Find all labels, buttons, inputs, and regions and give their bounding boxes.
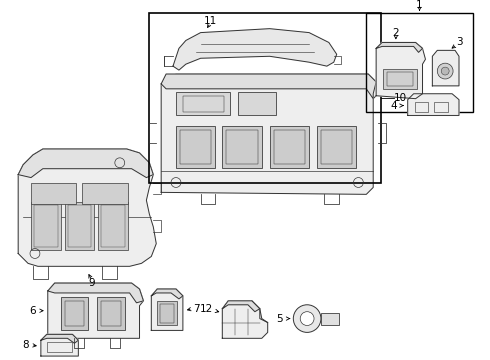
Text: 2: 2 — [392, 28, 399, 37]
Bar — [98, 202, 128, 249]
Polygon shape — [161, 74, 378, 194]
Bar — [176, 92, 230, 116]
Bar — [160, 304, 174, 323]
Text: 8: 8 — [22, 340, 28, 350]
Bar — [176, 126, 216, 168]
Text: 1: 1 — [416, 0, 423, 10]
Polygon shape — [151, 289, 183, 330]
Bar — [34, 205, 58, 247]
Text: 6: 6 — [30, 306, 36, 316]
Bar — [101, 301, 121, 327]
Polygon shape — [151, 289, 183, 299]
Bar — [180, 130, 212, 164]
Circle shape — [441, 67, 449, 75]
Bar — [238, 92, 275, 116]
Circle shape — [437, 63, 453, 79]
Polygon shape — [222, 301, 268, 338]
Text: 7: 7 — [194, 304, 200, 314]
Bar — [31, 183, 76, 204]
Polygon shape — [48, 283, 144, 303]
Text: 11: 11 — [204, 16, 217, 26]
Bar — [317, 126, 356, 168]
Bar — [387, 72, 413, 86]
Text: 10: 10 — [394, 93, 407, 103]
Bar — [321, 313, 339, 324]
Circle shape — [300, 312, 314, 325]
Text: 9: 9 — [89, 278, 96, 288]
Bar — [149, 13, 381, 183]
Polygon shape — [161, 74, 376, 99]
Text: 4: 4 — [391, 100, 397, 111]
Polygon shape — [376, 42, 425, 99]
Polygon shape — [408, 94, 459, 116]
Text: 3: 3 — [456, 37, 462, 48]
Bar — [226, 130, 258, 164]
Polygon shape — [18, 149, 156, 266]
Circle shape — [294, 305, 321, 332]
Bar — [31, 202, 61, 249]
Polygon shape — [48, 283, 144, 338]
Bar — [183, 96, 224, 112]
Bar — [157, 301, 177, 325]
Polygon shape — [432, 50, 459, 86]
Bar — [47, 342, 73, 352]
Bar — [367, 13, 473, 112]
Bar — [273, 130, 305, 164]
Bar — [321, 130, 352, 164]
Text: 5: 5 — [276, 314, 283, 324]
Bar — [434, 102, 448, 112]
Bar — [383, 69, 416, 89]
Bar — [82, 183, 128, 204]
Polygon shape — [18, 149, 153, 177]
Bar — [222, 126, 262, 168]
Bar — [270, 126, 309, 168]
Polygon shape — [173, 29, 337, 70]
Bar — [97, 297, 124, 330]
Polygon shape — [222, 301, 260, 312]
Bar — [65, 301, 84, 327]
Bar — [415, 102, 428, 112]
Polygon shape — [41, 334, 78, 343]
Bar — [65, 202, 94, 249]
Text: 12: 12 — [200, 304, 213, 314]
Polygon shape — [41, 334, 78, 356]
Bar — [61, 297, 88, 330]
Polygon shape — [376, 42, 422, 52]
Bar — [101, 205, 124, 247]
Bar — [68, 205, 91, 247]
